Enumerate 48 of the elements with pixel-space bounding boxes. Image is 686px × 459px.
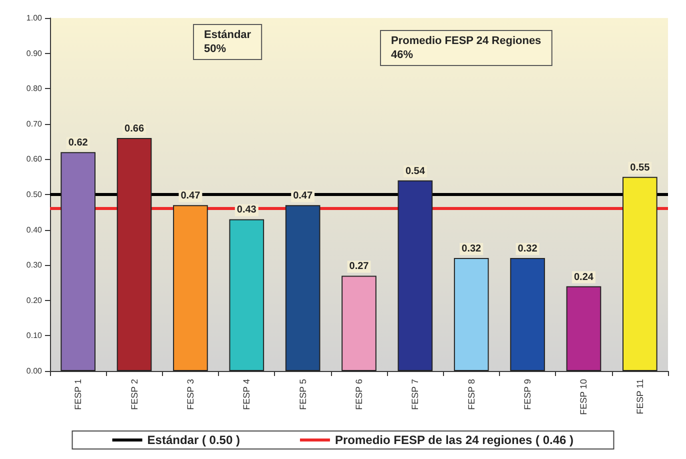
bar bbox=[566, 286, 602, 371]
x-tick-label: FESP 7 bbox=[410, 379, 420, 410]
data-label: 0.27 bbox=[349, 261, 370, 272]
data-label: 0.43 bbox=[236, 204, 257, 216]
x-tick-label: FESP 6 bbox=[354, 379, 364, 410]
y-tick-label: 0.80 bbox=[26, 84, 43, 94]
y-tick-label: 0.90 bbox=[26, 48, 43, 58]
y-tick-label: 0.30 bbox=[26, 260, 43, 270]
y-tick-label: 0.60 bbox=[26, 154, 43, 164]
bar bbox=[229, 219, 264, 371]
annotation: Promedio FESP 24 Regiones 46% bbox=[391, 35, 542, 61]
x-tick-label: FESP 9 bbox=[522, 379, 533, 410]
data-label: 0.55 bbox=[630, 162, 650, 174]
y-tick-label: 1.00 bbox=[26, 14, 43, 22]
data-label: 0.54 bbox=[405, 166, 426, 177]
y-tick-label: 0.70 bbox=[26, 119, 43, 128]
bar bbox=[173, 205, 208, 371]
x-tick-label: FESP 3 bbox=[185, 379, 196, 410]
bar bbox=[510, 258, 545, 371]
data-label: 0.66 bbox=[124, 124, 144, 135]
bar bbox=[398, 180, 433, 371]
x-tick-label: FESP 10 bbox=[578, 379, 589, 415]
x-tick-label: FESP 11 bbox=[634, 379, 645, 414]
y-tick-label: 0.40 bbox=[26, 225, 43, 234]
y-tick-label: 0.00 bbox=[26, 366, 43, 376]
legend-label: Estándar ( 0.50 ) bbox=[147, 433, 240, 447]
y-tick-label: 0.20 bbox=[26, 296, 43, 305]
bar bbox=[285, 205, 320, 371]
data-label: 0.47 bbox=[293, 190, 313, 202]
x-tick-label: FESP 2 bbox=[129, 379, 140, 410]
data-label: 0.32 bbox=[462, 244, 482, 255]
data-label: 0.47 bbox=[180, 190, 201, 202]
bar bbox=[116, 138, 152, 371]
x-tick-label: FESP 4 bbox=[242, 379, 252, 410]
bar bbox=[454, 258, 489, 371]
data-label: 0.32 bbox=[518, 244, 538, 255]
bar bbox=[342, 276, 376, 371]
legend-label: Promedio FESP de las 24 regiones ( 0.46 ) bbox=[334, 433, 574, 447]
bar bbox=[60, 152, 96, 371]
y-tick-label: 0.10 bbox=[26, 331, 43, 340]
bar bbox=[622, 176, 658, 371]
data-label: 0.24 bbox=[574, 272, 594, 283]
x-tick-label: FESP 8 bbox=[466, 379, 476, 410]
annotation: Estándar 50% bbox=[204, 29, 252, 55]
x-tick-label: FESP 5 bbox=[298, 379, 308, 410]
data-label: 0.62 bbox=[68, 138, 88, 149]
x-tick-label: FESP 1 bbox=[73, 379, 84, 410]
y-tick-label: 0.50 bbox=[26, 190, 43, 199]
